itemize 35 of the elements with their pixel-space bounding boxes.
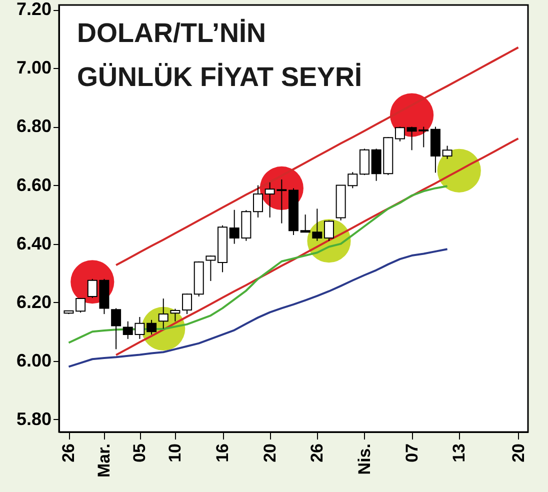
candlestick	[206, 255, 216, 282]
y-tick-label: 7.00	[16, 58, 52, 78]
x-tick-label: 20	[508, 444, 528, 462]
x-tick-label: 07	[402, 444, 422, 462]
x-tick-label: Mar.	[94, 444, 114, 478]
line-series	[68, 248, 448, 368]
y-tick-label: 5.80	[16, 408, 52, 429]
candlestick	[146, 319, 157, 336]
x-tick-label: 16	[213, 444, 232, 462]
line-series	[115, 137, 520, 356]
candlestick	[158, 298, 168, 330]
x-tick-label: 05	[130, 444, 150, 462]
candlestick	[394, 126, 405, 142]
y-tick-label: 6.20	[16, 292, 52, 312]
x-tick-label: 26	[59, 444, 78, 462]
x-tick-label: 13	[450, 444, 469, 462]
x-tick-label: 20	[260, 444, 280, 462]
y-tick-label: 6.80	[16, 116, 52, 136]
text: DOLAR/TL’NİN GÜNLÜK FİYAT SEYRİ	[77, 18, 362, 92]
point	[437, 148, 481, 192]
line-series	[68, 185, 448, 344]
candlestick	[442, 145, 452, 160]
y-tick-label: 6.40	[16, 233, 52, 254]
x-tick-label: 26	[308, 444, 327, 462]
y-tick-label: 6.60	[16, 174, 52, 195]
y-tick-label: 7.20	[16, 0, 52, 20]
candlestick	[324, 220, 334, 242]
candlestick	[76, 297, 86, 314]
candlestick	[253, 184, 264, 218]
candlestick	[170, 308, 180, 322]
candlestick	[111, 308, 122, 350]
x-tick-label: Nis.	[354, 444, 374, 475]
x-tick-label: 10	[166, 444, 185, 462]
y-tick-label: 6.00	[16, 350, 52, 370]
candlestick	[182, 293, 192, 315]
